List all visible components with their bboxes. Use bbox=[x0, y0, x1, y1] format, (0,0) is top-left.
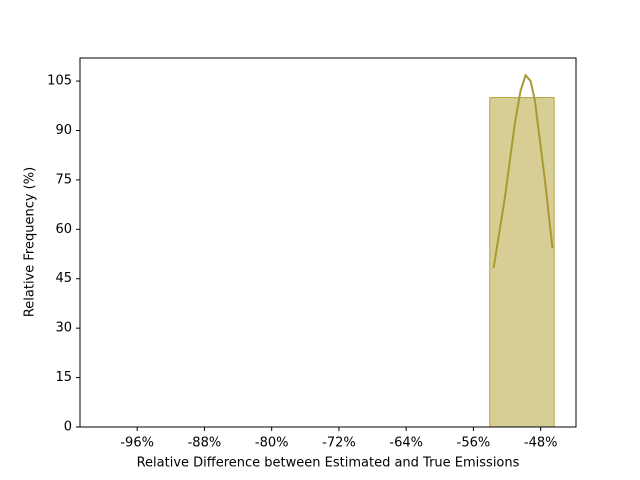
x-tick-label: -64% bbox=[389, 436, 423, 451]
plot-frame bbox=[79, 57, 577, 428]
y-tick-label: 75 bbox=[55, 172, 72, 187]
x-tick-label: -80% bbox=[255, 436, 289, 451]
y-tick-label: 90 bbox=[55, 123, 72, 138]
bar bbox=[489, 97, 555, 428]
y-axis-label: Relative Frequency (%) bbox=[23, 167, 38, 317]
y-tick-label: 0 bbox=[64, 420, 72, 435]
y-tick-label: 30 bbox=[55, 321, 72, 336]
x-tick-label: -88% bbox=[188, 436, 222, 451]
y-tick-label: 60 bbox=[55, 222, 72, 237]
x-tick-label: -96% bbox=[120, 436, 154, 451]
x-tick-label: -72% bbox=[322, 436, 356, 451]
x-axis-label: Relative Difference between Estimated an… bbox=[137, 456, 520, 471]
y-tick-label: 45 bbox=[55, 271, 72, 286]
y-tick-label: 105 bbox=[47, 74, 72, 89]
y-tick-label: 15 bbox=[55, 370, 72, 385]
kde-line bbox=[492, 74, 554, 269]
x-tick-label: -56% bbox=[457, 436, 491, 451]
x-tick-label: -48% bbox=[524, 436, 558, 451]
